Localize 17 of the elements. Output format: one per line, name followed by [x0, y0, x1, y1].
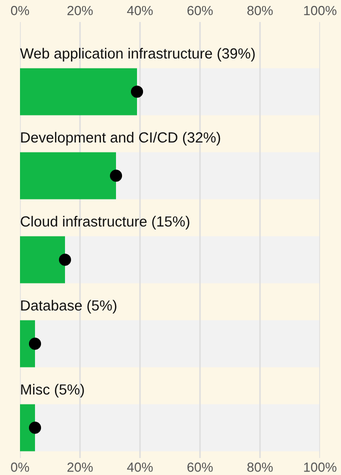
- x-tick-label: 100%: [304, 6, 336, 16]
- y-tick-label: Misc (5%): [21, 384, 84, 398]
- y-tick-label: Development and CI/CD (32%): [21, 132, 220, 146]
- x-tick-label: 40%: [127, 6, 153, 16]
- text: 100%: [304, 462, 336, 472]
- text: 20%: [67, 462, 93, 472]
- x-tick-label: 80%: [247, 6, 273, 16]
- text: 40%: [127, 462, 153, 472]
- y-tick-label: Web application infrastructure (39%): [20, 48, 255, 62]
- text: 80%: [247, 462, 273, 472]
- x-tick-label: 60%: [187, 6, 213, 16]
- x-tick-label: 20%: [67, 6, 93, 16]
- text: 0%: [10, 462, 30, 472]
- x-tick-label: 0%: [10, 6, 30, 16]
- y-tick-label: Cloud infrastructure (15%): [20, 216, 190, 230]
- y-tick-label: Database (5%): [21, 300, 116, 314]
- text: 60%: [187, 462, 213, 472]
